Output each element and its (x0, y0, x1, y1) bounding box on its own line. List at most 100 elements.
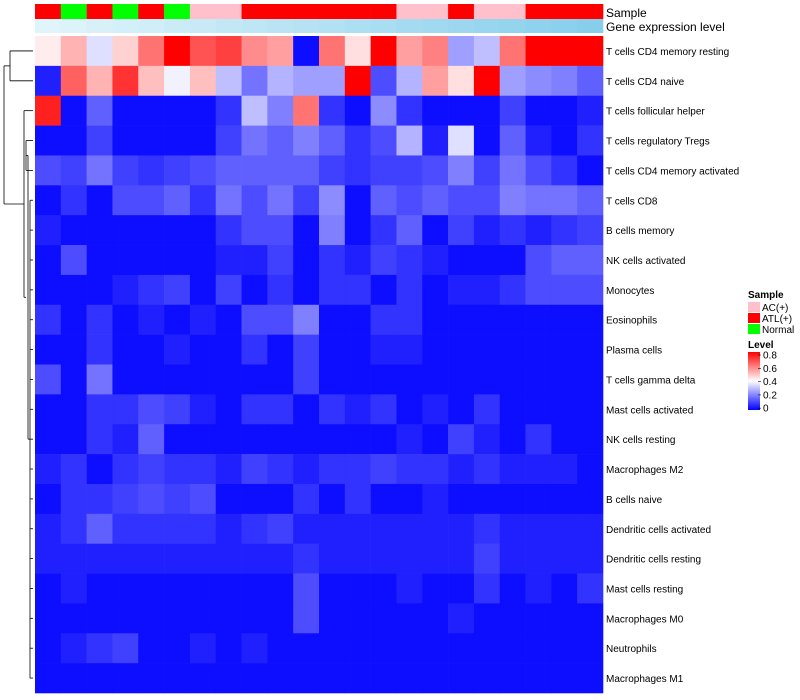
row-label: T cells CD8 (606, 196, 658, 207)
heatmap-cell (189, 663, 217, 694)
heatmap-cell (525, 424, 552, 455)
heatmap-cell (189, 155, 217, 186)
sample-annotation-cell (267, 4, 294, 19)
heatmap-cell (215, 483, 242, 515)
heatmap-cell (35, 424, 62, 455)
heatmap-cell (293, 573, 320, 604)
heatmap-cell (138, 155, 165, 186)
heatmap-cell (448, 513, 475, 544)
heatmap-cell (422, 633, 449, 664)
heatmap-cell (60, 36, 87, 67)
heatmap-cell (551, 364, 578, 395)
row-label: Mast cells resting (606, 584, 683, 595)
heatmap-cell (86, 513, 113, 544)
gene-expression-cell (86, 19, 113, 33)
heatmap-cell (370, 424, 397, 455)
heatmap-cell (112, 304, 139, 335)
gene-expression-annotation-bar (35, 19, 604, 33)
heatmap-cell (448, 304, 475, 335)
heatmap-cell (577, 185, 604, 216)
heatmap-cell (164, 513, 191, 544)
legend-label: Normal (762, 325, 794, 336)
row-label: Dendritic cells activated (606, 525, 711, 536)
heatmap-cell (189, 36, 217, 67)
gene-expression-cell (319, 19, 346, 33)
sample-annotation-cell (577, 4, 604, 19)
heatmap-cell (35, 125, 62, 156)
heatmap-cell (396, 125, 423, 156)
heatmap-cell (422, 65, 449, 97)
heatmap-cell (577, 245, 604, 276)
heatmap-cell (215, 364, 242, 395)
heatmap-cell (189, 394, 217, 425)
heatmap-cell (189, 424, 217, 455)
heatmap-cell (241, 663, 268, 694)
heatmap-cell (267, 334, 294, 365)
heatmap-cell (293, 364, 320, 395)
heatmap-cell (86, 573, 113, 604)
heatmap-cell (473, 394, 501, 425)
heatmap-cell (370, 215, 397, 246)
gene-expression-cell (112, 19, 139, 33)
heatmap-cell (86, 185, 113, 216)
heatmap-cell (525, 334, 552, 365)
heatmap-cell (138, 513, 165, 544)
heatmap-cell (164, 454, 191, 485)
row-label: T cells CD4 naive (606, 77, 685, 88)
heatmap-cell (422, 155, 449, 186)
heatmap-cell (344, 424, 371, 455)
heatmap-cell (293, 513, 320, 544)
heatmap-cell (215, 65, 242, 97)
heatmap-cell (267, 483, 294, 515)
heatmap-cell (138, 663, 165, 694)
heatmap-cell (60, 573, 87, 604)
heatmap-cell (241, 394, 268, 425)
heatmap-cell (138, 573, 165, 604)
heatmap-cell (293, 483, 320, 515)
heatmap-cell (60, 603, 87, 634)
heatmap-cell (112, 573, 139, 604)
heatmap-cell (551, 65, 578, 97)
heatmap-cell (112, 334, 139, 365)
heatmap-cell (138, 364, 165, 395)
heatmap-cell (370, 603, 397, 634)
heatmap-cell (293, 304, 320, 335)
heatmap-cell (112, 274, 139, 306)
heatmap-cell (86, 603, 113, 634)
heatmap-cell (35, 633, 62, 664)
heatmap-cell (241, 603, 268, 634)
heatmap-cell (112, 215, 139, 246)
heatmap-cell (241, 215, 268, 246)
heatmap-cell (448, 573, 475, 604)
heatmap-cell (293, 454, 320, 485)
heatmap-cell (35, 65, 62, 97)
heatmap-cell (344, 245, 371, 276)
heatmap-cell (164, 543, 191, 574)
heatmap-cell (422, 424, 449, 455)
heatmap-cell (499, 424, 526, 455)
heatmap-cell (344, 304, 371, 335)
heatmap-cell (267, 424, 294, 455)
heatmap-cell (112, 454, 139, 485)
heatmap-cell (241, 36, 268, 67)
heatmap-cell (370, 483, 397, 515)
heatmap-cell (241, 424, 268, 455)
heatmap-cell (164, 334, 191, 365)
heatmap-cell (448, 543, 475, 574)
heatmap-cell (499, 245, 526, 276)
heatmap-cell (525, 603, 552, 634)
heatmap-cell (164, 394, 191, 425)
heatmap-cell (577, 155, 604, 186)
heatmap-cell (189, 304, 217, 335)
heatmap-cell (241, 65, 268, 97)
heatmap-cell (35, 155, 62, 186)
gene-expression-cell (267, 19, 294, 33)
heatmap-cell (344, 274, 371, 306)
legend-swatch (748, 313, 760, 323)
heatmap-cell (319, 215, 346, 246)
gene-expression-cell (215, 19, 242, 33)
heatmap-cell (267, 573, 294, 604)
heatmap-cell (396, 573, 423, 604)
heatmap-cell (35, 573, 62, 604)
